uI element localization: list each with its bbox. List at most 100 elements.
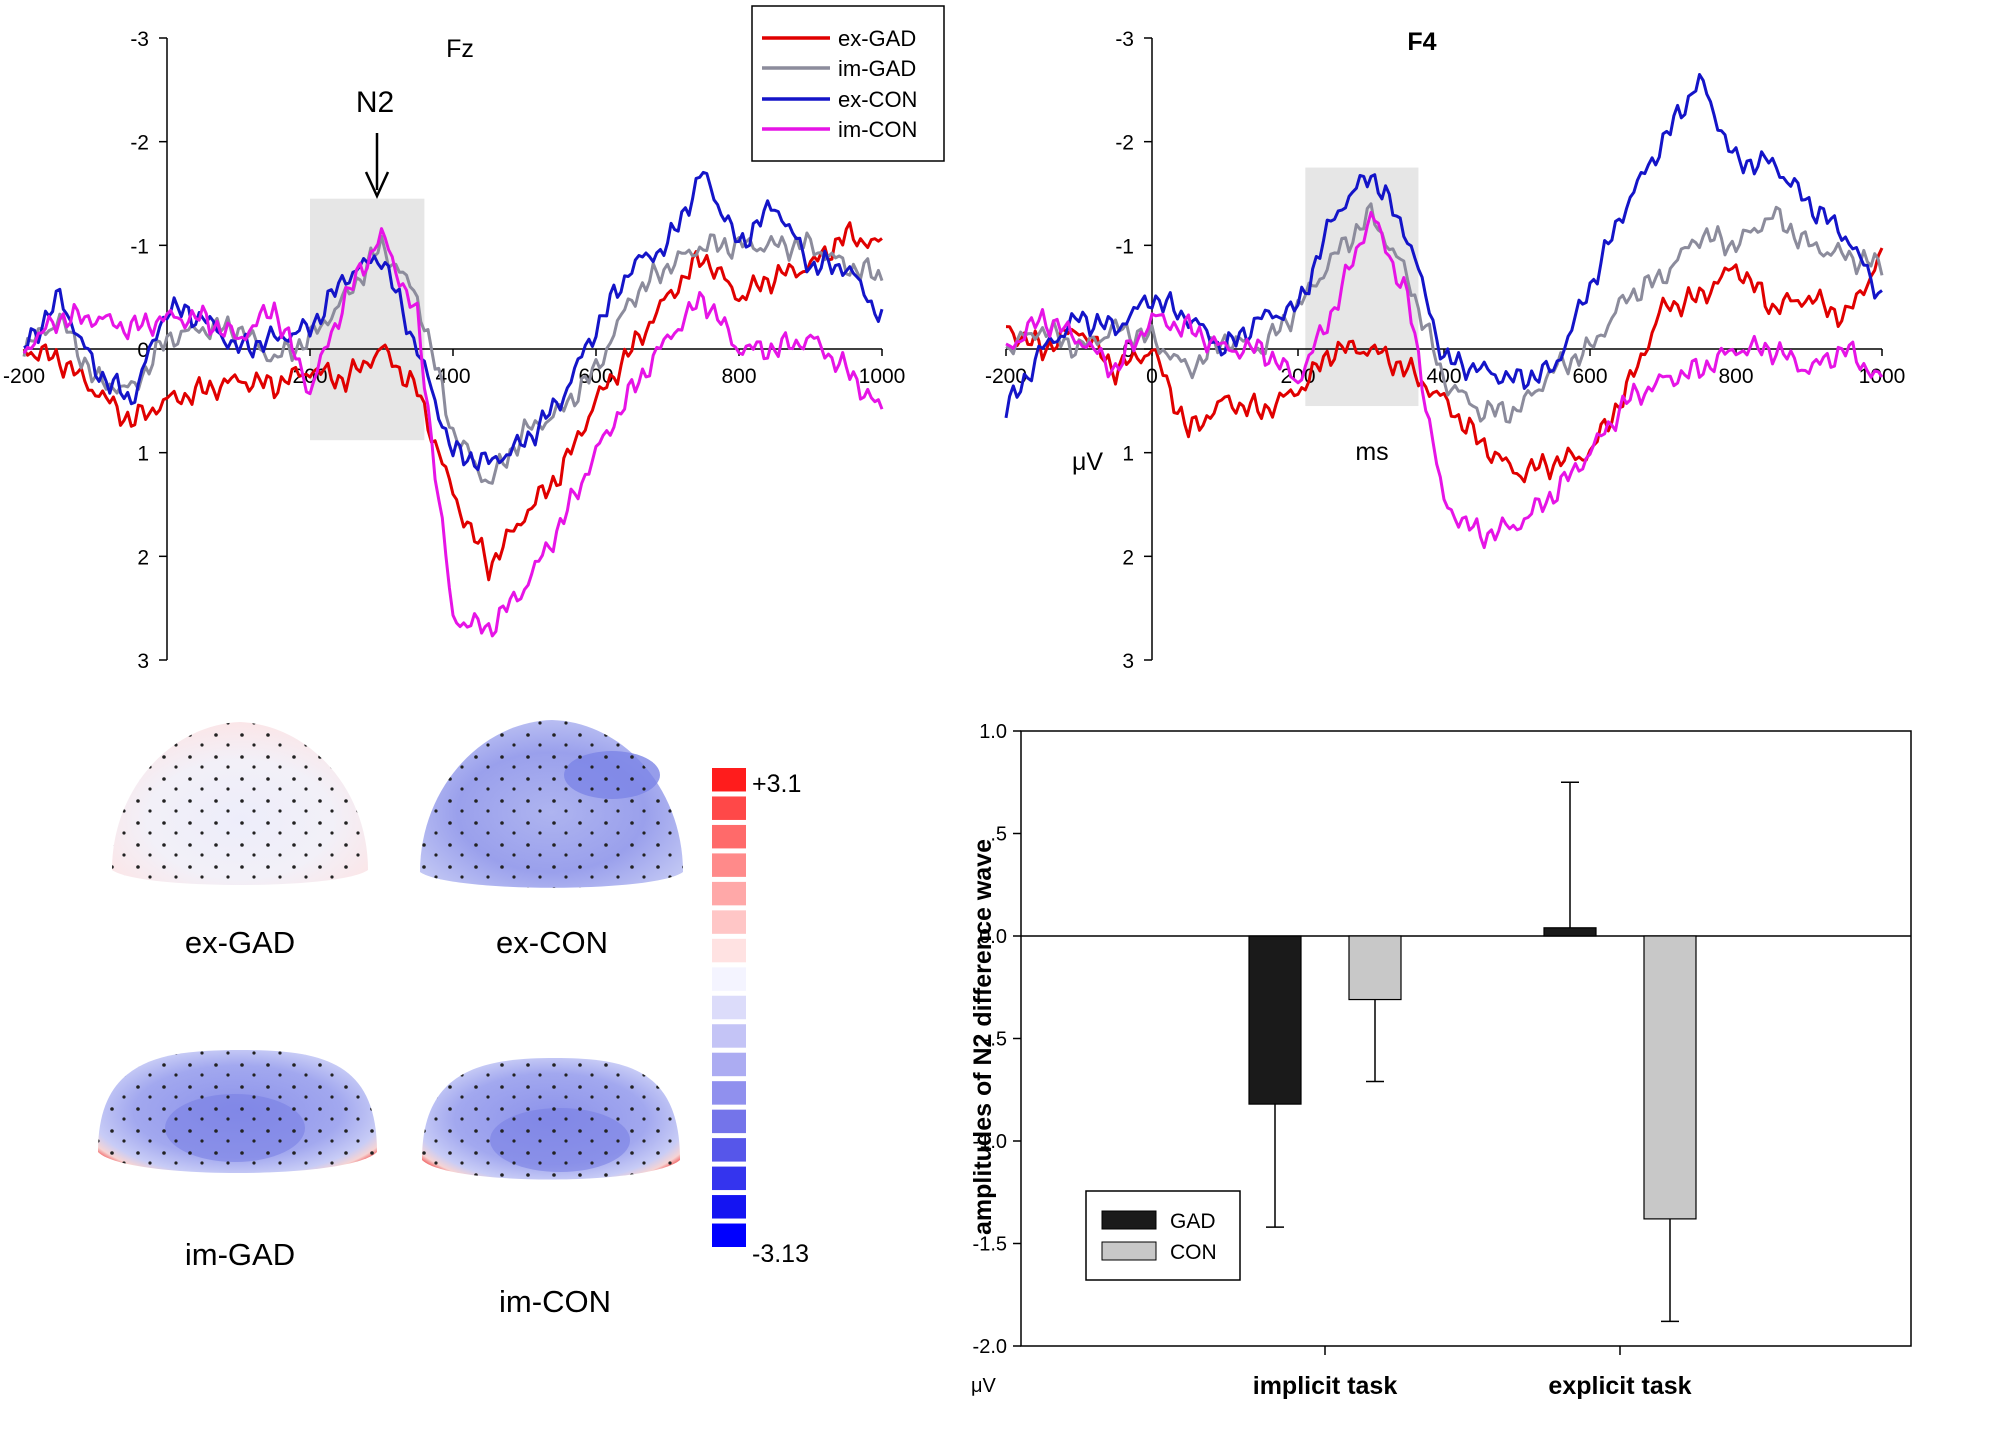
topomap-electrodes-im-con xyxy=(422,1058,680,1180)
f4-series-ex-con xyxy=(1004,73,1883,419)
f4-chart-title: F4 xyxy=(1407,28,1436,56)
color-scale-cell xyxy=(712,1081,746,1105)
bar-gad-implicit-task xyxy=(1248,935,1302,1105)
bar-con-explicit-task xyxy=(1643,935,1697,1220)
erp-legend-box xyxy=(751,5,945,162)
color-scale-cell xyxy=(712,1138,746,1162)
f4-series-im-con xyxy=(1005,210,1884,550)
topomap-im-con: im-CON xyxy=(422,1058,680,1319)
bar-legend-swatch-con xyxy=(1101,1241,1157,1261)
color-scale-cell xyxy=(712,1109,746,1134)
fz-series-ex-gad xyxy=(22,221,883,582)
color-scale-cell xyxy=(712,824,746,849)
bar-y-tick-label: 1.0 xyxy=(979,721,1007,743)
f4-x-tick-label: 800 xyxy=(1718,365,1753,388)
n2-annotation: N2 xyxy=(356,86,394,119)
fz-x-tick-label: 1000 xyxy=(859,365,906,388)
f4-y-tick-label: 1 xyxy=(1122,443,1134,466)
bar-y-tick-label: 0.0 xyxy=(979,926,1007,948)
color-scale-cell xyxy=(712,1052,746,1077)
fz-x-tick-label: 400 xyxy=(435,365,470,388)
f4-x-tick-label: 600 xyxy=(1572,365,1607,388)
bar-legend-item-con: CON xyxy=(1101,1241,1217,1264)
fz-y-tick-label: 0 xyxy=(137,339,149,362)
n2-arrow-icon xyxy=(364,133,390,200)
fz-y-tick-label: -1 xyxy=(130,235,149,258)
f4-y-tick-label: -3 xyxy=(1115,28,1134,51)
erp-legend: ex-GAD im-GAD ex-CON im-CON xyxy=(751,5,945,162)
fz-series-ex-con xyxy=(23,170,884,472)
color-scale-cell xyxy=(712,1024,746,1048)
color-scale-cell xyxy=(712,967,746,991)
bar-gad-explicit-task xyxy=(1543,927,1597,937)
f4-y-tick-label: -2 xyxy=(1115,132,1134,155)
f4-y-tick-label: -1 xyxy=(1115,235,1134,258)
fz-series-im-con xyxy=(22,227,884,638)
color-scale-cell xyxy=(712,853,746,877)
bar-legend: GAD CON xyxy=(1085,1190,1241,1281)
topomap-electrodes-im-gad xyxy=(98,1050,377,1173)
color-scale-cell xyxy=(712,910,746,934)
n2-bar-panel: 1.0 .5 0.0 -.5 -1.0 -1.5 -2.0 implicit task exp… xyxy=(969,721,1912,1400)
topomap-label-im-gad: im-GAD xyxy=(185,1237,295,1272)
fz-n2-window xyxy=(310,198,425,441)
f4-y-tick-label: 0 xyxy=(1122,339,1134,362)
bar-con-implicit-task xyxy=(1348,935,1402,1001)
fz-x-axis: -200 200 400 600 800 1000 xyxy=(3,348,906,388)
bar-x-axis: implicit task explicit task xyxy=(1253,1346,1692,1400)
legend-label-ex-con: ex-CON xyxy=(838,87,917,112)
bar-legend-label-con: CON xyxy=(1170,1241,1217,1264)
topomap-label-ex-con: ex-CON xyxy=(496,925,608,960)
legend-label-im-gad: im-GAD xyxy=(838,56,916,81)
legend-label-ex-gad: ex-GAD xyxy=(838,26,916,51)
fz-y-tick-label: 2 xyxy=(137,546,149,569)
bar-y-axis: 1.0 .5 0.0 -.5 -1.0 -1.5 -2.0 xyxy=(973,721,1911,1358)
topomap-label-im-con: im-CON xyxy=(499,1284,611,1319)
topomap-electrodes-ex-gad xyxy=(112,722,368,885)
legend-label-im-con: im-CON xyxy=(838,117,917,142)
color-scale-cell xyxy=(712,768,746,792)
topomap-color-scale xyxy=(712,768,746,1247)
bar-y-axis-label: amplitudes of N2 difference wave xyxy=(969,839,997,1235)
fz-y-tick-label: 3 xyxy=(137,650,149,673)
f4-series-im-gad xyxy=(1005,202,1884,424)
bar-x-tick-label-explicit-task: explicit task xyxy=(1548,1372,1691,1400)
color-scale-cell xyxy=(712,796,746,820)
topomap-ex-gad: ex-GAD xyxy=(112,722,368,960)
fz-series-group xyxy=(22,170,884,638)
topomap-im-gad: im-GAD xyxy=(98,1050,377,1272)
legend-item-ex-con: ex-CON xyxy=(762,87,917,112)
topomap-label-ex-gad: ex-GAD xyxy=(185,925,295,960)
bar-series-group xyxy=(1248,781,1697,1323)
fz-y-tick-label: -3 xyxy=(130,28,149,51)
legend-item-ex-gad: ex-GAD xyxy=(762,26,916,51)
bar-y-unit-label: μV xyxy=(971,1375,997,1397)
f4-y-unit-label: μV xyxy=(1072,448,1103,476)
topomap-ex-con: ex-CON xyxy=(420,720,683,960)
bar-legend-label-gad: GAD xyxy=(1170,1210,1216,1233)
bar-legend-swatch-gad xyxy=(1101,1210,1157,1230)
fz-series-im-gad xyxy=(22,231,884,485)
fz-chart-title: Fz xyxy=(446,35,474,63)
legend-item-im-con: im-CON xyxy=(762,117,917,142)
color-scale-cell xyxy=(712,938,746,963)
bar-legend-box xyxy=(1085,1190,1241,1281)
fz-x-tick-label: 800 xyxy=(721,365,756,388)
f4-y-tick-label: 2 xyxy=(1122,546,1134,569)
f4-x-tick-label: -200 xyxy=(985,365,1027,388)
f4-series-ex-gad xyxy=(1005,247,1884,484)
legend-item-im-gad: im-GAD xyxy=(762,56,916,81)
color-scale-cell xyxy=(712,1166,746,1191)
fz-x-tick-label: -200 xyxy=(3,365,45,388)
topomap-panel: ex-GAD ex-CON im-GAD im-CON +3.1 -3.13 xyxy=(98,720,809,1319)
color-scale-max-label: +3.1 xyxy=(752,770,801,798)
bar-x-tick-label-implicit-task: implicit task xyxy=(1253,1372,1398,1400)
bar-y-tick-label: -.5 xyxy=(984,1029,1007,1051)
f4-y-tick-label: 3 xyxy=(1122,650,1134,673)
topomap-electrodes-ex-con xyxy=(420,720,683,888)
bar-y-tick-label: .5 xyxy=(990,824,1007,846)
bar-y-tick-label: -1.5 xyxy=(973,1234,1007,1256)
f4-series-group xyxy=(1004,73,1884,550)
